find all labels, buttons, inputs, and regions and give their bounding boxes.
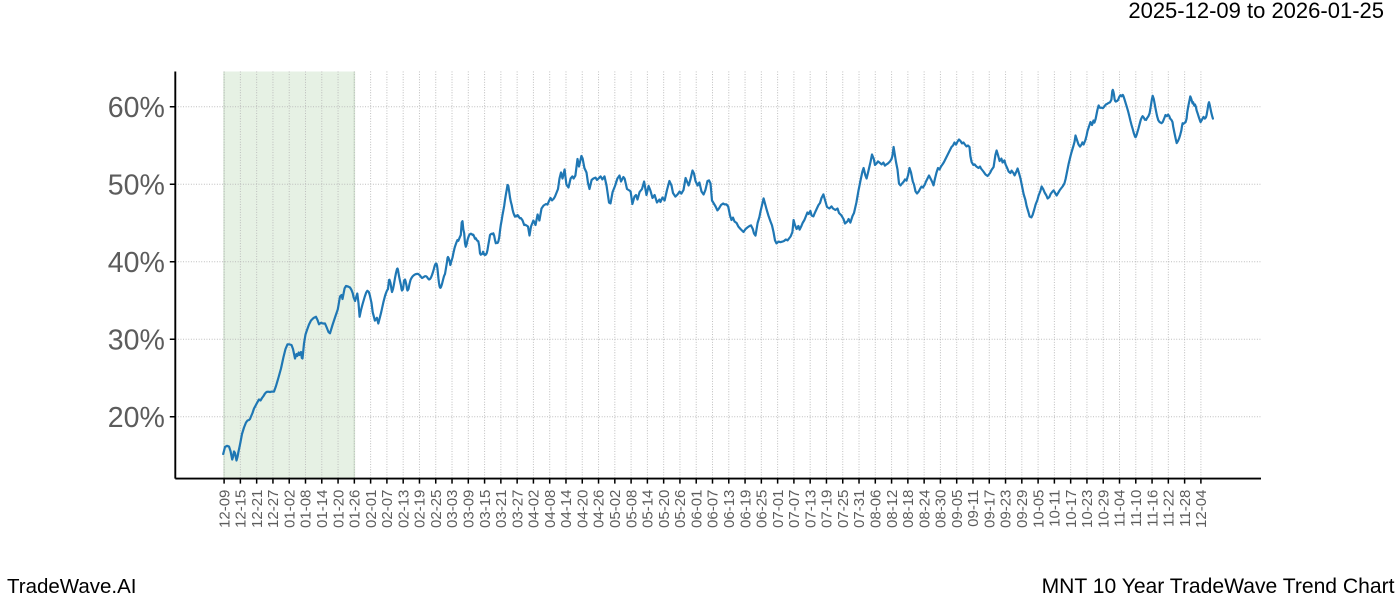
svg-text:03-09: 03-09 [461, 490, 478, 528]
svg-text:TradeWave.AI: TradeWave.AI [7, 575, 137, 598]
svg-text:05-08: 05-08 [623, 490, 640, 528]
svg-text:01-26: 01-26 [347, 490, 364, 528]
svg-text:40%: 40% [108, 247, 165, 279]
svg-text:09-23: 09-23 [998, 490, 1015, 528]
svg-text:01-02: 01-02 [281, 490, 298, 528]
svg-text:07-31: 07-31 [851, 490, 868, 528]
svg-text:12-15: 12-15 [233, 490, 250, 528]
svg-text:10-11: 10-11 [1047, 490, 1064, 527]
svg-text:11-04: 11-04 [1112, 490, 1129, 527]
svg-text:05-20: 05-20 [656, 490, 673, 528]
svg-text:30%: 30% [108, 324, 165, 356]
svg-text:60%: 60% [108, 92, 165, 124]
svg-text:06-01: 06-01 [688, 490, 705, 528]
svg-text:05-02: 05-02 [607, 490, 624, 528]
svg-text:08-12: 08-12 [884, 490, 901, 528]
svg-text:03-27: 03-27 [509, 490, 526, 528]
svg-text:02-13: 02-13 [395, 490, 412, 528]
svg-text:08-30: 08-30 [933, 490, 950, 528]
svg-text:04-26: 04-26 [591, 490, 608, 528]
svg-text:06-13: 06-13 [721, 490, 738, 528]
svg-text:07-19: 07-19 [819, 490, 836, 528]
svg-text:04-08: 04-08 [542, 490, 559, 528]
svg-text:07-01: 07-01 [770, 490, 787, 528]
svg-text:03-21: 03-21 [493, 490, 510, 528]
svg-text:08-24: 08-24 [916, 490, 933, 528]
svg-text:MNT 10 Year TradeWave Trend Ch: MNT 10 Year TradeWave Trend Chart [1042, 575, 1395, 598]
svg-text:2025-12-09 to 2026-01-25: 2025-12-09 to 2026-01-25 [1128, 0, 1384, 23]
svg-text:07-25: 07-25 [835, 490, 852, 528]
svg-text:02-01: 02-01 [363, 490, 380, 528]
svg-text:04-20: 04-20 [574, 490, 591, 528]
svg-text:10-29: 10-29 [1095, 490, 1112, 528]
svg-text:12-09: 12-09 [216, 490, 233, 528]
svg-text:09-11: 09-11 [965, 490, 982, 527]
svg-text:09-17: 09-17 [981, 490, 998, 528]
svg-text:11-22: 11-22 [1161, 490, 1178, 527]
svg-text:07-07: 07-07 [786, 490, 803, 528]
svg-text:05-14: 05-14 [640, 490, 657, 528]
svg-text:03-15: 03-15 [477, 490, 494, 528]
svg-text:01-08: 01-08 [298, 490, 315, 528]
svg-text:05-26: 05-26 [672, 490, 689, 528]
svg-text:50%: 50% [108, 169, 165, 201]
svg-text:20%: 20% [108, 402, 165, 434]
svg-text:04-14: 04-14 [558, 490, 575, 528]
svg-text:02-19: 02-19 [412, 490, 429, 528]
svg-text:04-02: 04-02 [526, 490, 543, 528]
svg-text:12-21: 12-21 [249, 490, 266, 528]
svg-text:09-05: 09-05 [949, 490, 966, 528]
svg-text:07-13: 07-13 [802, 490, 819, 528]
svg-text:11-10: 11-10 [1128, 490, 1145, 527]
svg-text:02-07: 02-07 [379, 490, 396, 528]
svg-text:08-18: 08-18 [900, 490, 917, 528]
svg-text:01-14: 01-14 [314, 490, 331, 528]
svg-text:10-17: 10-17 [1063, 490, 1080, 528]
svg-text:03-03: 03-03 [444, 490, 461, 528]
svg-text:10-23: 10-23 [1079, 490, 1096, 528]
svg-text:10-05: 10-05 [1030, 490, 1047, 528]
svg-text:12-27: 12-27 [265, 490, 282, 528]
svg-text:09-29: 09-29 [1014, 490, 1031, 528]
svg-text:12-04: 12-04 [1193, 490, 1210, 528]
svg-text:06-19: 06-19 [737, 490, 754, 528]
svg-text:11-16: 11-16 [1144, 490, 1161, 527]
svg-text:02-25: 02-25 [428, 490, 445, 528]
svg-text:06-07: 06-07 [705, 490, 722, 528]
svg-text:06-25: 06-25 [754, 490, 771, 528]
svg-text:01-20: 01-20 [330, 490, 347, 528]
svg-text:08-06: 08-06 [868, 490, 885, 528]
svg-text:11-28: 11-28 [1177, 490, 1194, 527]
